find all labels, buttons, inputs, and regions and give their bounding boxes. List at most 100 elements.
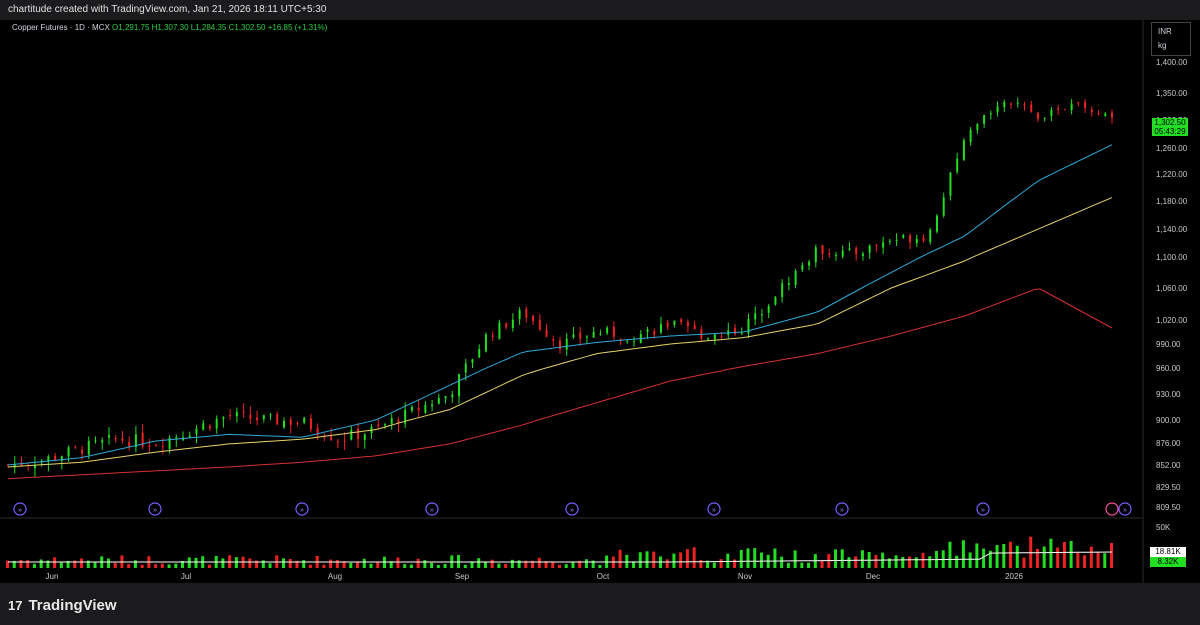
volume-bar [335,560,339,568]
candle-body [336,441,339,443]
volume-bar [106,558,110,568]
candle-body [215,418,218,429]
volume-bar [591,560,595,568]
volume-bar [308,564,312,568]
volume-bar [510,559,514,568]
volume-bar [773,548,777,568]
candle-body [134,434,137,447]
y-tick-label: 876.00 [1156,439,1181,448]
volume-bar [753,548,757,568]
volume-bar [288,559,292,568]
candle-body [1057,108,1060,111]
candle-body [87,440,90,455]
candle-body [659,324,662,333]
volume-bar [1022,557,1026,568]
volume-bar [376,561,380,568]
chart-credit: chartitude created with TradingView.com,… [8,4,327,15]
volume-bar [416,558,420,568]
candle-body [747,318,750,334]
event-marker-icon [565,502,579,516]
candle-body [471,359,474,363]
volume-bar [847,557,851,568]
event-marker-glyph: » [981,507,985,514]
volume-bar [652,551,656,568]
candle-body [996,106,999,112]
candle-body [148,445,151,447]
volume-bar [302,560,306,568]
candle-body [188,435,191,438]
volume-bar [207,564,211,568]
volume-bar [1042,546,1046,568]
candle-body [242,411,245,413]
candle-body [895,239,898,241]
candle-body [451,394,454,398]
candle-body [585,336,588,338]
candle-body [141,432,144,447]
volume-bar [470,561,474,568]
candle-body [296,422,299,424]
volume-bar [504,563,508,568]
candle-body [397,420,400,424]
candle-body [417,407,420,411]
alert-marker-icon [1105,502,1119,516]
volume-bar [1083,555,1087,568]
volume-bar [329,559,333,568]
volume-bar [618,549,622,568]
candle-body [841,250,844,257]
volume-bar [356,562,360,568]
chart-area[interactable] [0,20,1200,583]
volume-bar [948,541,952,568]
volume-bar [982,548,986,568]
candle-body [511,319,514,328]
volume-bar [807,562,811,568]
candle-body [1023,104,1026,106]
volume-bar [894,555,898,568]
candle-body [81,449,84,454]
event-marker-glyph: » [18,507,22,514]
event-marker-glyph: » [430,507,434,514]
candle-body [572,334,575,338]
volume-bar [234,557,238,568]
volume-bar [544,561,548,568]
candle-body [101,440,104,443]
volume-bar [93,562,97,568]
candle-body [350,430,353,440]
volume-bar [780,556,784,568]
volume-bar [988,550,992,568]
candle-body [458,373,461,397]
volume-bar [955,555,959,568]
volume-bar [194,557,198,568]
candle-body [161,445,164,447]
candle-body [794,271,797,285]
volume-last-tag: 18.81K [1150,547,1186,557]
x-tick-label: Dec [866,572,880,581]
volume-bar [975,543,979,568]
volume-bar [53,557,57,568]
candle-body [1030,104,1033,112]
currency-unit-button[interactable]: INR kg [1151,22,1191,56]
volume-bar [1049,538,1053,568]
y-tick-label: 960.00 [1156,364,1181,373]
candle-body [740,332,743,334]
volume-bar [1103,553,1107,568]
volume-bar [389,561,393,568]
volume-bar [887,558,891,568]
candle-body [861,253,864,256]
volume-bar [551,561,555,568]
volume-bar [463,564,467,568]
volume-bar [127,564,131,568]
tradingview-logo[interactable]: 17 TradingView [8,597,117,614]
volume-bar [6,560,9,568]
volume-bar [524,560,528,568]
candle-body [619,338,622,340]
candle-body [484,334,487,352]
candle-body [464,363,467,373]
candle-body [828,253,831,255]
volume-bar [665,559,669,568]
volume-bar [12,560,16,568]
candle-body [309,418,312,430]
volume-bar [436,564,440,568]
candle-body [848,248,851,250]
candle-body [437,398,440,404]
